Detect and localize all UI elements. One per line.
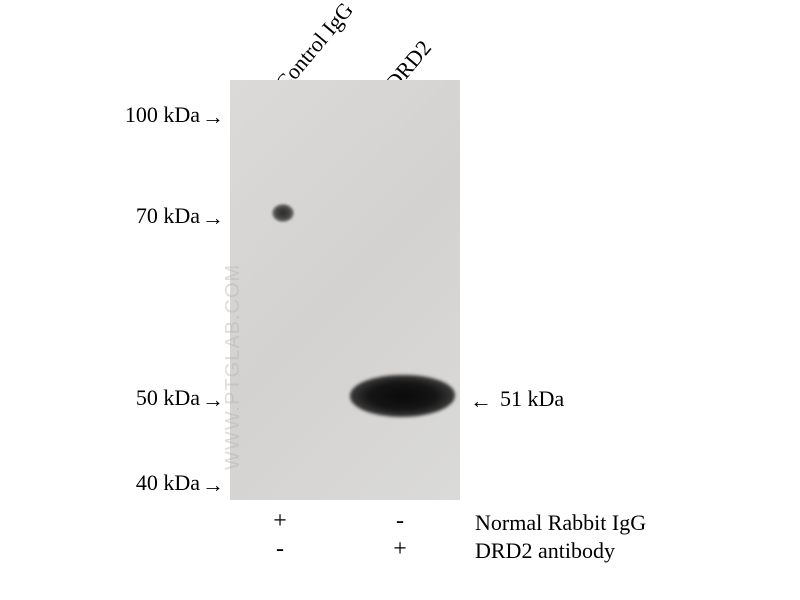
marker-50: 50 kDa (100, 385, 200, 411)
condition-lane1-row2: - (265, 536, 295, 563)
condition-label-row2: DRD2 antibody (475, 538, 615, 564)
condition-lane2-row1: - (385, 508, 415, 535)
blot-membrane: WWW.PTGLAB.COM (230, 80, 460, 500)
arrow-icon: → (202, 104, 224, 130)
marker-100: 100 kDa (100, 102, 200, 128)
nonspecific-spot (272, 204, 294, 222)
blot-background (230, 80, 460, 500)
arrow-icon: → (202, 205, 224, 231)
arrow-icon: → (202, 472, 224, 498)
marker-40: 40 kDa (100, 470, 200, 496)
condition-lane1-row1: + (265, 508, 295, 535)
watermark-text: WWW.PTGLAB.COM (222, 264, 245, 470)
blot-figure: Control IgG DRD2 WWW.PTGLAB.COM 100 kDa … (100, 20, 700, 580)
drd2-band (350, 375, 455, 417)
condition-lane2-row2: + (385, 536, 415, 563)
band-size-label: 51 kDa (500, 386, 564, 412)
arrow-left-icon: ← (470, 388, 492, 414)
condition-label-row1: Normal Rabbit IgG (475, 510, 646, 536)
arrow-icon: → (202, 387, 224, 413)
marker-70: 70 kDa (100, 203, 200, 229)
